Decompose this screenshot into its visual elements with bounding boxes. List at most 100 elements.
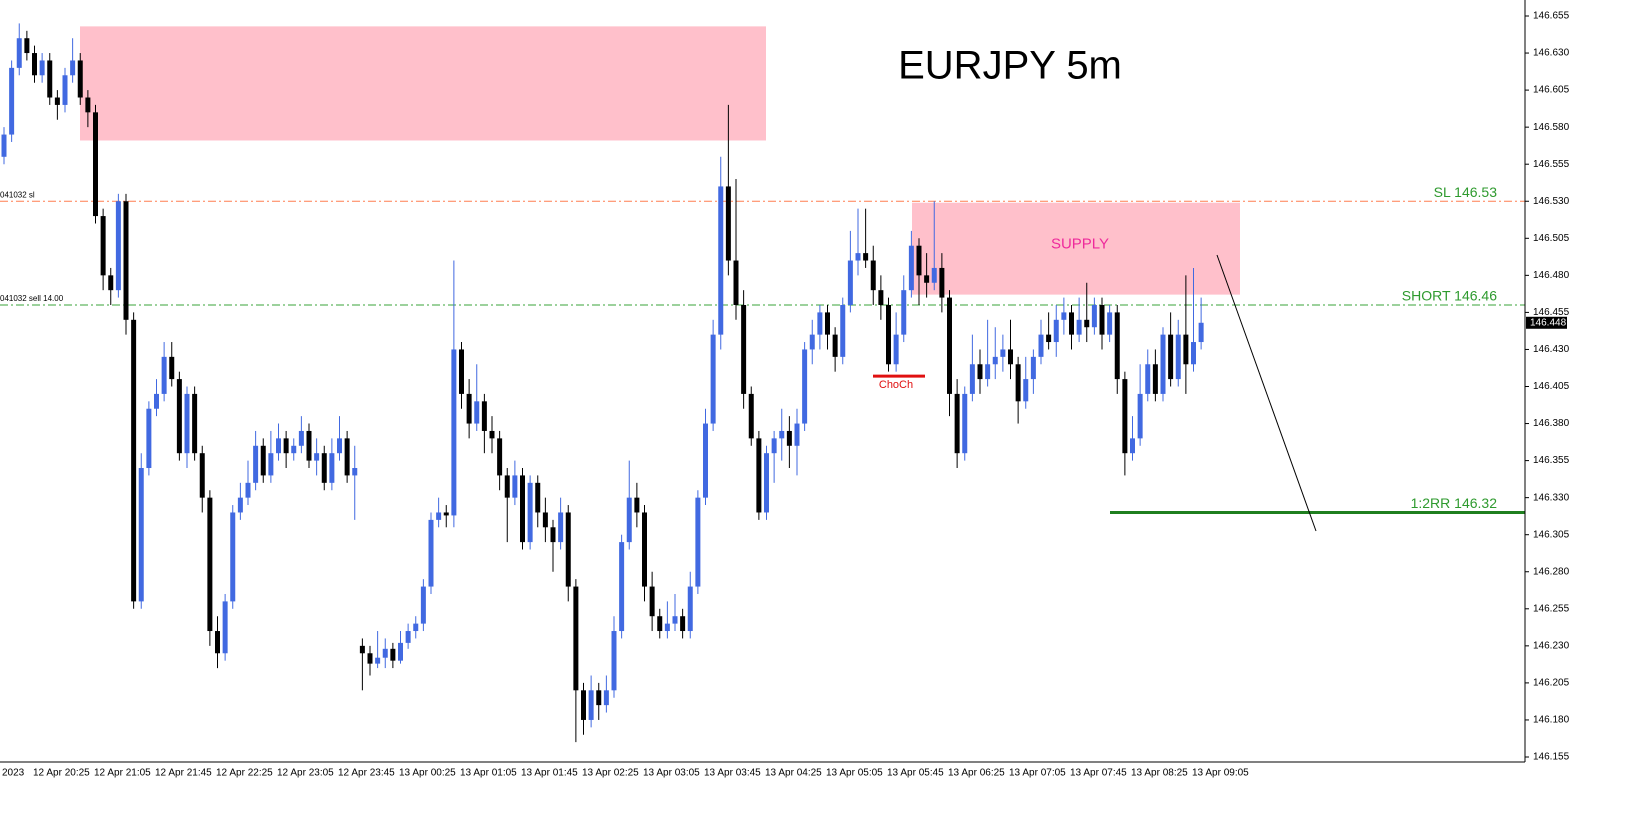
candle-body <box>291 445 297 454</box>
candle-body <box>863 253 869 261</box>
y-tick-label: 146.180 <box>1533 715 1570 726</box>
candle-body <box>1008 349 1013 365</box>
candle-body <box>367 653 373 664</box>
x-tick-label: 12 Apr 21:05 <box>94 768 151 779</box>
candle-body <box>230 512 236 602</box>
candle-body <box>398 642 403 661</box>
y-tick-label: 146.580 <box>1533 122 1570 133</box>
candle-body <box>718 186 724 335</box>
candle-body <box>390 648 396 661</box>
x-tick-label: 13 Apr 08:25 <box>1131 768 1188 779</box>
candle-body <box>253 445 259 483</box>
zone-label: SUPPLY <box>1051 236 1109 253</box>
candle-body <box>1198 322 1204 343</box>
candle-body <box>794 423 800 446</box>
candle-body <box>1046 334 1052 343</box>
candle-body <box>703 423 708 498</box>
candle-body <box>1183 334 1189 365</box>
order-tag: 041032 sl <box>0 190 35 199</box>
y-tick-label: 146.430 <box>1533 344 1570 355</box>
candle-body <box>878 290 884 305</box>
y-tick-label: 146.380 <box>1533 418 1570 429</box>
x-tick-label: 13 Apr 05:05 <box>826 768 883 779</box>
candle-body <box>802 349 808 424</box>
candle-body <box>840 304 846 357</box>
y-tick-label: 146.455 <box>1533 307 1570 318</box>
x-tick-label: 13 Apr 05:45 <box>887 768 944 779</box>
x-tick-label: 12 Apr 23:05 <box>277 768 334 779</box>
choch-label: ChoCh <box>879 379 913 391</box>
candle-body <box>908 245 914 291</box>
candle-body <box>321 453 327 483</box>
y-tick-label: 146.480 <box>1533 270 1570 281</box>
x-tick-label: 12 Apr 23:45 <box>338 768 395 779</box>
candle-body <box>1191 342 1196 365</box>
y-tick-label: 146.280 <box>1533 566 1570 577</box>
candle-body <box>725 186 731 261</box>
candle-body <box>870 260 876 291</box>
x-tick-label: 2023 <box>2 768 25 779</box>
y-tick-label: 146.205 <box>1533 678 1570 689</box>
candle-body <box>337 438 342 454</box>
candle-body <box>1099 304 1105 335</box>
candle-body <box>237 497 243 513</box>
candle-body <box>39 60 45 76</box>
y-tick-label: 146.405 <box>1533 381 1570 392</box>
candle-body <box>146 408 152 469</box>
x-tick-label: 13 Apr 07:05 <box>1009 768 1066 779</box>
candle-body <box>54 97 60 105</box>
candle-body <box>893 334 899 365</box>
candle-body <box>352 468 358 476</box>
candle-body <box>207 497 213 632</box>
candle-body <box>1137 393 1143 439</box>
y-tick-label: 146.255 <box>1533 603 1570 614</box>
y-tick-label: 146.330 <box>1533 492 1570 503</box>
levels: SL 146.53 041032 sl SHORT 146.46 041032 sel… <box>0 184 1525 514</box>
axes: 146.655 146.630 146.605 146.580 146.555 146.5… <box>2 11 1570 779</box>
candle-body <box>497 438 503 476</box>
candle-body <box>169 356 175 380</box>
candle-body <box>1114 312 1120 380</box>
candle-body <box>664 623 670 632</box>
candle-body <box>245 482 251 498</box>
candle-body <box>154 393 159 409</box>
current-price-label: 146.448 <box>1530 317 1567 328</box>
candle-body <box>809 334 815 350</box>
candle-body <box>855 253 861 261</box>
candle-body <box>443 512 449 516</box>
candle-body <box>985 364 991 380</box>
x-tick-label: 13 Apr 09:05 <box>1192 768 1249 779</box>
candle-body <box>558 512 564 543</box>
zones: SUPPLY <box>80 26 1240 295</box>
candle-body <box>588 690 594 720</box>
zone <box>80 26 766 141</box>
candle-body <box>474 401 480 424</box>
candle-body <box>1175 334 1181 380</box>
x-tick-label: 13 Apr 04:25 <box>765 768 822 779</box>
candle-body <box>176 379 182 454</box>
candle-body <box>603 690 609 706</box>
candle-body <box>779 430 785 439</box>
candle-body <box>527 482 533 543</box>
candle-body <box>405 631 411 643</box>
candle-body <box>489 430 495 439</box>
candle-body <box>1 134 7 157</box>
x-tick-label: 13 Apr 02:25 <box>582 768 639 779</box>
x-tick-label: 12 Apr 21:45 <box>155 768 212 779</box>
y-tick-label: 146.555 <box>1533 159 1570 170</box>
candle-body <box>1130 438 1135 454</box>
candle-body <box>283 438 289 454</box>
candle-body <box>512 475 518 498</box>
candle-body <box>886 304 891 365</box>
candle-body <box>77 60 83 98</box>
projection-arrow <box>1216 254 1317 532</box>
candle-body <box>931 267 937 283</box>
candle-body <box>359 645 365 654</box>
candle-body <box>649 586 655 617</box>
candle-body <box>1168 334 1174 380</box>
candle-body <box>939 267 945 298</box>
candle-body <box>199 453 205 498</box>
candle-body <box>115 201 121 291</box>
level-label: SHORT 146.46 <box>1402 288 1497 304</box>
